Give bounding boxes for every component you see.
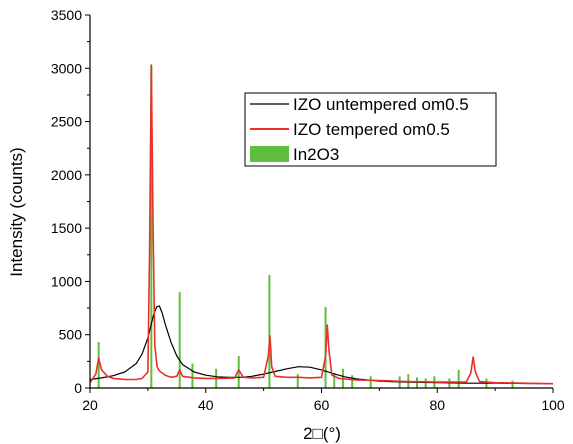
- y-tick-label: 0: [74, 380, 82, 396]
- x-tick-label: 20: [82, 397, 98, 413]
- y-tick-label: 2500: [51, 114, 82, 130]
- y-tick-label: 1000: [51, 273, 82, 289]
- series-lines: [89, 64, 554, 385]
- x-tick-label: 100: [541, 397, 565, 413]
- series-line-untempered: [89, 305, 554, 385]
- x-tick-label: 60: [314, 397, 330, 413]
- legend-label-tempered: IZO tempered om0.5: [293, 120, 450, 139]
- legend-swatch-in2o3: [250, 146, 289, 162]
- y-tick-label: 1500: [51, 220, 82, 236]
- x-tick-label: 80: [429, 397, 445, 413]
- legend-label-untempered: IZO untempered om0.5: [293, 95, 469, 114]
- legend: IZO untempered om0.5 IZO tempered om0.5 …: [244, 92, 497, 167]
- axes: [85, 14, 554, 393]
- y-axis-title: Intensity (counts): [7, 147, 26, 276]
- y-tick-label: 3500: [51, 7, 82, 23]
- x-tick-label: 40: [198, 397, 214, 413]
- y-tick-label: 3000: [51, 60, 82, 76]
- legend-label-in2o3: In2O3: [293, 145, 339, 164]
- series-line-tempered: [89, 64, 554, 385]
- y-tick-label: 2000: [51, 167, 82, 183]
- x-axis-title: 2□(°): [303, 424, 341, 443]
- y-tick-label: 500: [59, 327, 83, 343]
- tick-labels: 0 500 1000 1500 2000 2500 3000 3500 20 40 60 80 100: [51, 7, 565, 413]
